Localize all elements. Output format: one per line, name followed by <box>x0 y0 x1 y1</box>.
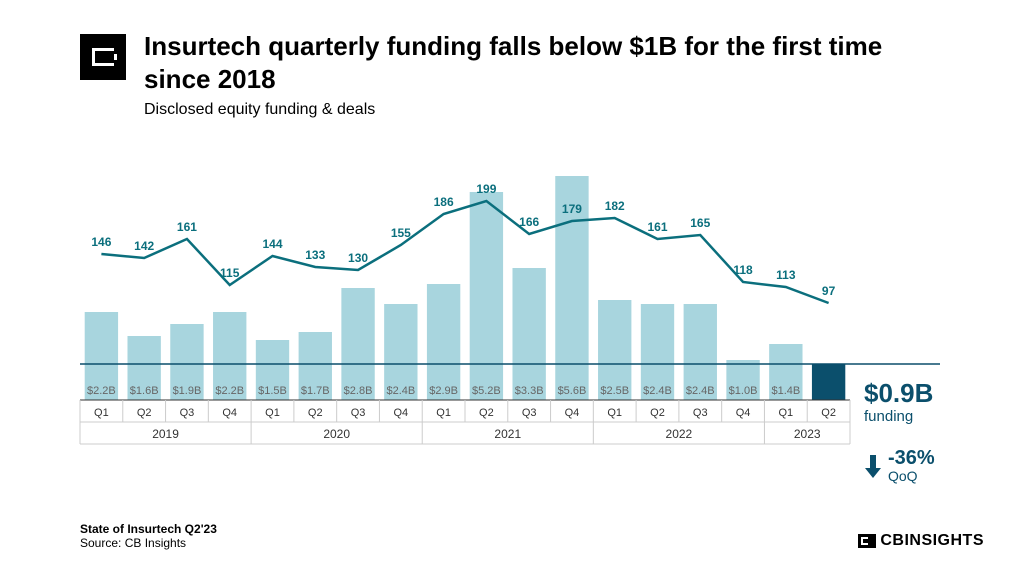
deals-label: 186 <box>434 195 454 209</box>
quarter-label: Q4 <box>565 407 580 419</box>
deals-label: 115 <box>220 266 240 280</box>
chart: $2.2B $1.6B $1.9B $2.2B $1.5B $1.7B $2.8B $2.4B… <box>80 160 850 460</box>
footer: State of Insurtech Q2'23 Source: CB Insi… <box>80 522 217 550</box>
qoq-callout: -36% QoQ <box>864 448 994 484</box>
deals-label: 113 <box>776 268 796 282</box>
quarter-label: Q3 <box>351 407 366 419</box>
year-label: 2019 <box>152 427 179 441</box>
bar <box>812 364 845 400</box>
year-label: 2021 <box>494 427 521 441</box>
bar-label: $2.4B <box>643 385 672 397</box>
quarter-label: Q2 <box>650 407 665 419</box>
quarter-label: Q3 <box>180 407 195 419</box>
bar-label: $1.4B <box>771 385 800 397</box>
quarter-label: Q1 <box>265 407 280 419</box>
deals-label: 179 <box>562 202 582 216</box>
quarter-label: Q4 <box>393 407 408 419</box>
bar-label: $1.6B <box>130 385 159 397</box>
down-arrow-icon <box>864 453 882 479</box>
bar <box>512 268 545 400</box>
source-text: Source: CB Insights <box>80 536 217 550</box>
bar-label: $2.2B <box>215 385 244 397</box>
quarter-label: Q1 <box>436 407 451 419</box>
deals-label: 155 <box>391 226 411 240</box>
funding-value: $0.9B <box>864 380 994 406</box>
bar <box>427 284 460 400</box>
bar <box>470 192 503 400</box>
quarter-label: Q1 <box>94 407 109 419</box>
year-label: 2022 <box>666 427 693 441</box>
deals-label: 199 <box>476 182 496 196</box>
chart-svg: $2.2B $1.6B $1.9B $2.2B $1.5B $1.7B $2.8B $2.4B… <box>80 160 850 460</box>
quarter-label: Q2 <box>479 407 494 419</box>
logo-icon <box>80 34 126 80</box>
bar-label: $3.3B <box>515 385 544 397</box>
quarter-label: Q3 <box>693 407 708 419</box>
brand-logo: CBINSIGHTS <box>858 532 984 550</box>
deals-label: 182 <box>605 199 625 213</box>
bar-label: $5.2B <box>472 385 501 397</box>
bar-label: $1.7B <box>301 385 330 397</box>
brand-text: CBINSIGHTS <box>880 532 984 550</box>
bar-label: $2.8B <box>344 385 373 397</box>
funding-callout: $0.9B funding <box>864 380 994 425</box>
deals-label: 118 <box>733 263 753 277</box>
deals-label: 130 <box>348 251 368 265</box>
funding-label: funding <box>864 408 994 425</box>
header: Insurtech quarterly funding falls below … <box>0 0 1024 119</box>
bar <box>341 288 374 400</box>
quarter-label: Q2 <box>137 407 152 419</box>
quarter-label: Q3 <box>522 407 537 419</box>
quarter-label: Q4 <box>736 407 751 419</box>
bar-label: $2.9B <box>429 385 458 397</box>
bar-label: $1.5B <box>258 385 287 397</box>
qoq-label: QoQ <box>888 468 935 484</box>
deals-label: 161 <box>177 220 197 234</box>
brand-icon <box>858 534 876 548</box>
report-name: State of Insurtech Q2'23 <box>80 522 217 536</box>
bar-label: $5.6B <box>558 385 587 397</box>
bar-label: $2.4B <box>386 385 415 397</box>
chart-subtitle: Disclosed equity funding & deals <box>144 101 944 119</box>
bar-label: $2.4B <box>686 385 715 397</box>
bar-label: $1.0B <box>729 385 758 397</box>
deals-label: 142 <box>134 239 154 253</box>
deals-label: 146 <box>91 235 111 249</box>
qoq-value: -36% <box>888 448 935 468</box>
bar-label: $1.9B <box>173 385 202 397</box>
chart-title: Insurtech quarterly funding falls below … <box>144 30 944 95</box>
deals-line <box>101 201 828 303</box>
qoq-text: -36% QoQ <box>888 448 935 484</box>
year-label: 2023 <box>794 427 821 441</box>
deals-label: 161 <box>647 220 667 234</box>
deals-label: 97 <box>822 284 836 298</box>
deals-label: 144 <box>262 237 282 251</box>
quarter-label: Q4 <box>222 407 237 419</box>
bar-label: $2.5B <box>600 385 629 397</box>
quarter-label: Q1 <box>607 407 622 419</box>
title-block: Insurtech quarterly funding falls below … <box>144 30 944 119</box>
year-label: 2020 <box>323 427 350 441</box>
deals-label: 165 <box>690 216 710 230</box>
quarter-label: Q2 <box>821 407 836 419</box>
deals-label: 166 <box>519 215 539 229</box>
quarter-label: Q2 <box>308 407 323 419</box>
deals-label: 133 <box>305 248 325 262</box>
bar-label: $2.2B <box>87 385 116 397</box>
quarter-label: Q1 <box>778 407 793 419</box>
